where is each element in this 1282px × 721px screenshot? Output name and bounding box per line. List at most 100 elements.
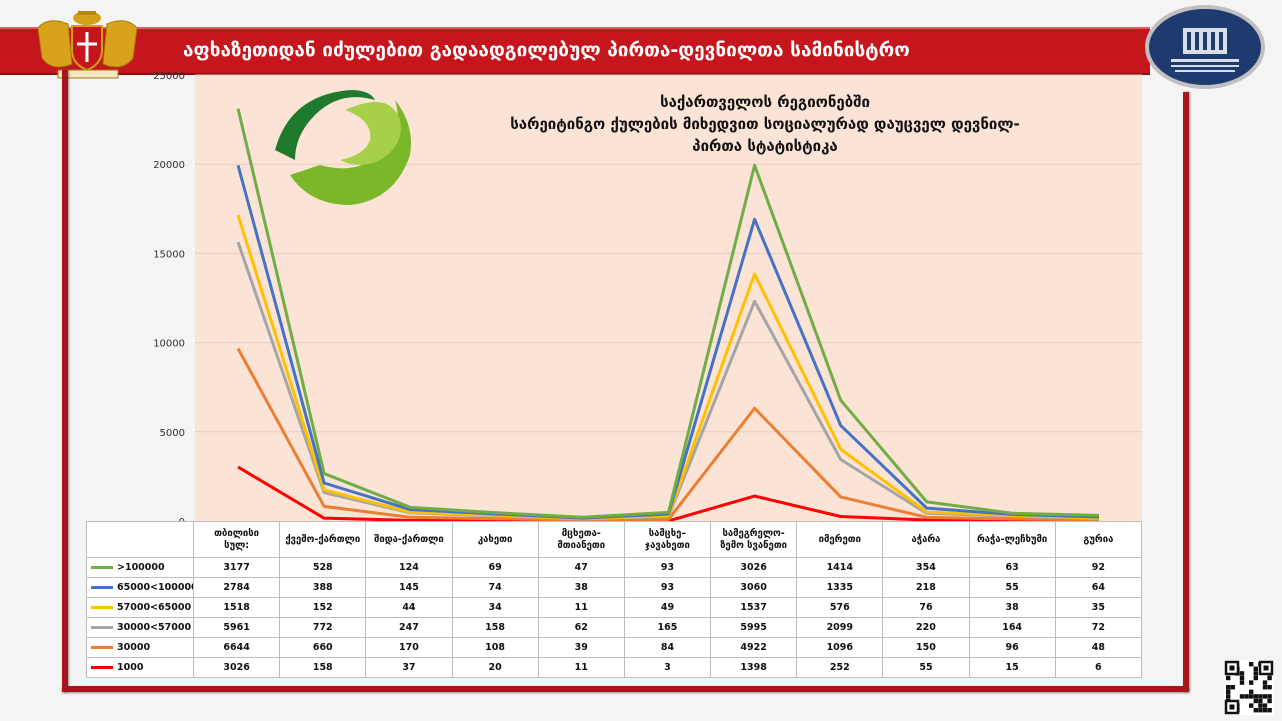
table-cell: 55 bbox=[882, 657, 970, 678]
table-cell: 528 bbox=[279, 557, 367, 578]
table-row: 65000<100000 2784 388 145 74 38 93 3060 1335 218 5… bbox=[86, 577, 1143, 598]
table-cell: 220 bbox=[882, 617, 970, 638]
table-cell: 218 bbox=[882, 577, 970, 598]
legend-label: 65000<100000 bbox=[117, 582, 194, 593]
legend-swatch bbox=[91, 606, 113, 609]
legend-entry: 30000<57000 bbox=[86, 617, 194, 638]
legend-label: 30000 bbox=[117, 642, 151, 653]
category-label-line: აჭარა bbox=[911, 533, 941, 545]
legend-label: >100000 bbox=[117, 562, 165, 573]
category-label-line: სულ: bbox=[224, 539, 250, 551]
table-cell: 39 bbox=[537, 637, 625, 658]
table-cell: 11 bbox=[537, 657, 625, 678]
table-cell: 1096 bbox=[796, 637, 884, 658]
y-tick-label: 15000 bbox=[153, 249, 185, 260]
table-corner-cell bbox=[86, 521, 194, 558]
legend-swatch bbox=[91, 626, 113, 629]
legend-swatch bbox=[91, 566, 113, 569]
frame-right bbox=[1183, 92, 1189, 692]
table-cell: 69 bbox=[451, 557, 539, 578]
table-row: >100000 3177 528 124 69 47 93 3026 1414 354 63 92 bbox=[86, 557, 1143, 578]
table-cell: 252 bbox=[796, 657, 884, 678]
table-cell: 38 bbox=[968, 597, 1056, 618]
table-cell: 93 bbox=[623, 557, 712, 578]
table-cell: 93 bbox=[623, 577, 712, 598]
table-cell: 48 bbox=[1054, 637, 1143, 658]
table-row: 57000<65000 1518 152 44 34 11 49 1537 576 76 38 35 bbox=[86, 597, 1143, 618]
category-label-line: მთიანეთი bbox=[557, 539, 606, 551]
table-cell: 1518 bbox=[192, 597, 281, 618]
legend-label: 30000<57000 bbox=[117, 622, 192, 633]
qr-code-icon bbox=[1224, 660, 1274, 715]
table-cell: 44 bbox=[365, 597, 453, 618]
table-cell: 55 bbox=[968, 577, 1056, 598]
table-cell: 660 bbox=[279, 637, 367, 658]
table-cell: 35 bbox=[1054, 597, 1143, 618]
chart-title: საქართველოს რეგიონებში სარეიტინგო ქულები… bbox=[430, 91, 1100, 157]
chart-title-line: საქართველოს რეგიონებში bbox=[660, 93, 870, 111]
table-cell: 84 bbox=[623, 637, 712, 658]
table-cell: 1414 bbox=[796, 557, 884, 578]
table-cell: 1335 bbox=[796, 577, 884, 598]
y-tick-label: 25000 bbox=[153, 71, 185, 82]
table-cell: 170 bbox=[365, 637, 453, 658]
category-label: ქვემო-ქართლი bbox=[279, 521, 367, 558]
y-tick-label: 10000 bbox=[153, 339, 185, 350]
table-cell: 6644 bbox=[192, 637, 281, 658]
category-label: რაჭა-ლეჩხუმი bbox=[968, 521, 1056, 558]
table-cell: 247 bbox=[365, 617, 453, 638]
table-cell: 108 bbox=[451, 637, 539, 658]
table-cell: 62 bbox=[537, 617, 625, 638]
table-cell: 3026 bbox=[192, 657, 281, 678]
table-cell: 165 bbox=[623, 617, 712, 638]
chart-title-line: პირთა სტატისტიკა bbox=[692, 137, 838, 155]
y-axis: 0500010000150002000025000 bbox=[153, 71, 185, 528]
data-table: თბილისი სულ: ქვემო-ქართლი შიდა-ქართლი კახეთი… bbox=[86, 521, 1143, 678]
table-cell: 63 bbox=[968, 557, 1056, 578]
ministry-logo-icon bbox=[1145, 5, 1265, 89]
table-cell: 3060 bbox=[710, 577, 798, 598]
category-label-line: ზემო სვანეთი bbox=[720, 539, 788, 551]
category-label: მცხეთა-მთიანეთი bbox=[537, 521, 625, 558]
table-row: 1000 3026 158 37 20 11 3 1398 252 55 15 6 bbox=[86, 657, 1143, 678]
table-cell: 15 bbox=[968, 657, 1056, 678]
legend-swatch bbox=[91, 586, 113, 589]
legend-entry: 57000<65000 bbox=[86, 597, 194, 618]
table-cell: 388 bbox=[279, 577, 367, 598]
series-line bbox=[236, 241, 1100, 521]
category-label: კახეთი bbox=[451, 521, 539, 558]
series-line bbox=[236, 347, 1099, 522]
table-cell: 2099 bbox=[796, 617, 884, 638]
table-cell: 158 bbox=[451, 617, 539, 638]
table-cell: 124 bbox=[365, 557, 453, 578]
table-cell: 576 bbox=[796, 597, 884, 618]
table-cell: 37 bbox=[365, 657, 453, 678]
table-cell: 150 bbox=[882, 637, 970, 658]
category-label: თბილისი სულ: bbox=[192, 521, 281, 558]
table-cell: 11 bbox=[537, 597, 625, 618]
table-cell: 3 bbox=[623, 657, 712, 678]
table-cell: 4922 bbox=[710, 637, 798, 658]
table-cell: 354 bbox=[882, 557, 970, 578]
hands-logo-icon bbox=[275, 90, 411, 205]
category-label-line: კახეთი bbox=[477, 533, 513, 545]
category-label: სამეგრელო-ზემო სვანეთი bbox=[710, 521, 798, 558]
series-line bbox=[236, 165, 1099, 520]
legend-label: 57000<65000 bbox=[117, 602, 192, 613]
table-cell: 5995 bbox=[710, 617, 798, 638]
table-cell: 38 bbox=[537, 577, 625, 598]
table-cell: 6 bbox=[1054, 657, 1143, 678]
category-label-line: რაჭა-ლეჩხუმი bbox=[976, 533, 1048, 545]
table-cell: 34 bbox=[451, 597, 539, 618]
category-label-line: იმერეთი bbox=[818, 533, 861, 545]
legend-entry: 30000 bbox=[86, 637, 194, 658]
category-label-line: მცხეთა- bbox=[561, 527, 601, 539]
category-label-line: ქვემო-ქართლი bbox=[285, 533, 361, 545]
table-cell: 5961 bbox=[192, 617, 281, 638]
data-table-wrapper: თბილისი სულ: ქვემო-ქართლი შიდა-ქართლი კახეთი… bbox=[86, 521, 1143, 678]
table-cell: 92 bbox=[1054, 557, 1143, 578]
plot-area bbox=[195, 75, 1142, 521]
table-cell: 772 bbox=[279, 617, 367, 638]
table-cell: 152 bbox=[279, 597, 367, 618]
